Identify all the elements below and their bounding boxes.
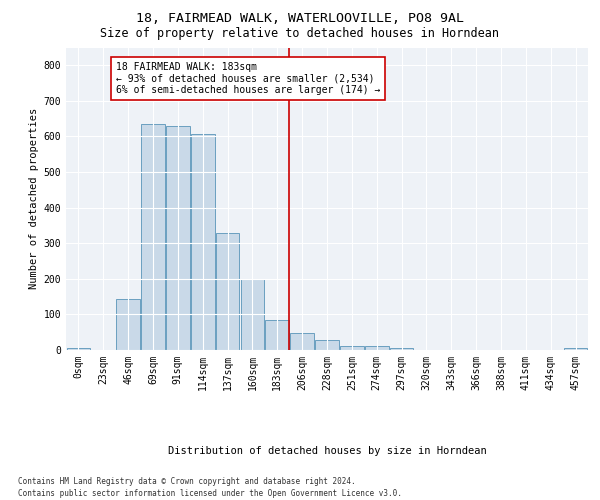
Bar: [390, 348, 413, 350]
X-axis label: Distribution of detached houses by size in Horndean: Distribution of detached houses by size …: [167, 446, 487, 456]
Bar: [315, 340, 339, 350]
Bar: [166, 126, 190, 350]
Bar: [191, 134, 215, 350]
Y-axis label: Number of detached properties: Number of detached properties: [29, 108, 40, 290]
Text: Contains public sector information licensed under the Open Government Licence v3: Contains public sector information licen…: [18, 489, 402, 498]
Bar: [265, 320, 289, 350]
Text: 18, FAIRMEAD WALK, WATERLOOVILLE, PO8 9AL: 18, FAIRMEAD WALK, WATERLOOVILLE, PO8 9A…: [136, 12, 464, 26]
Bar: [564, 348, 587, 350]
Bar: [241, 279, 264, 350]
Bar: [365, 346, 389, 350]
Bar: [116, 299, 140, 350]
Text: 18 FAIRMEAD WALK: 183sqm
← 93% of detached houses are smaller (2,534)
6% of semi: 18 FAIRMEAD WALK: 183sqm ← 93% of detach…: [116, 62, 380, 95]
Text: Size of property relative to detached houses in Horndean: Size of property relative to detached ho…: [101, 28, 499, 40]
Bar: [67, 348, 90, 350]
Bar: [340, 346, 364, 350]
Text: Contains HM Land Registry data © Crown copyright and database right 2024.: Contains HM Land Registry data © Crown c…: [18, 478, 356, 486]
Bar: [141, 124, 165, 350]
Bar: [216, 232, 239, 350]
Bar: [290, 333, 314, 350]
